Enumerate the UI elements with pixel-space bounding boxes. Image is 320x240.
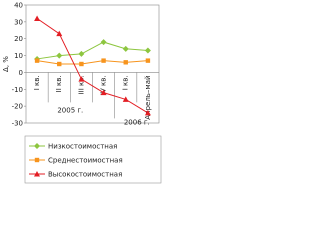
point xyxy=(78,50,85,57)
point xyxy=(34,143,40,149)
point xyxy=(34,171,40,177)
point xyxy=(122,96,129,102)
point xyxy=(123,60,128,65)
x-tick-label: I кв. xyxy=(122,75,130,90)
y-tick-label: 10 xyxy=(14,52,23,60)
point xyxy=(57,61,62,67)
point xyxy=(145,58,151,63)
point xyxy=(144,47,151,54)
x-tick-label: II кв. xyxy=(55,75,63,92)
y-tick-label: 30 xyxy=(14,18,23,26)
group-label: 2005 г. xyxy=(57,106,83,114)
y-tick-label: -30 xyxy=(12,120,23,128)
y-tick-label: 0 xyxy=(19,69,23,77)
legend-label: Среднестоимостная xyxy=(48,157,123,165)
x-tick-label: Апрель–май xyxy=(144,75,152,119)
y-tick-label: 40 xyxy=(14,2,23,10)
line xyxy=(37,41,148,60)
group-label: 2006 г. xyxy=(124,118,150,126)
y-tick-label: -10 xyxy=(12,86,23,94)
x-tick-label: III кв. xyxy=(77,75,85,94)
point xyxy=(78,76,85,82)
legend-label: Низкостоимостная xyxy=(48,143,117,151)
y-axis-label: Δ, % xyxy=(2,56,10,72)
line xyxy=(37,60,148,65)
point xyxy=(34,157,40,163)
point xyxy=(101,58,106,63)
point xyxy=(79,61,84,67)
line xyxy=(36,18,149,114)
legend xyxy=(24,135,162,184)
point xyxy=(100,39,107,46)
point xyxy=(144,109,151,116)
chart: Δ, % -30 -20 -10 0 10 20 30 40 I кв. II кв. III кв… xyxy=(2,2,162,184)
x-tick-label: I кв. xyxy=(33,75,41,90)
point xyxy=(56,52,63,59)
x-tick-label: IV кв. xyxy=(100,75,108,95)
point xyxy=(100,89,107,96)
legend-label: Высокостоимостная xyxy=(48,171,122,179)
plot-area xyxy=(25,4,160,124)
point xyxy=(122,45,129,52)
y-tick-label: 20 xyxy=(14,35,23,43)
point xyxy=(34,58,40,63)
y-tick-label: -20 xyxy=(12,103,23,111)
point xyxy=(34,15,41,21)
point xyxy=(56,30,63,37)
